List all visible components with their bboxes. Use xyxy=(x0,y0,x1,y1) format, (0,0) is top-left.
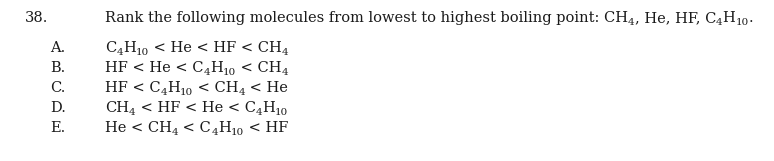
Text: Rank the following molecules from lowest to highest boiling point: CH: Rank the following molecules from lowest… xyxy=(105,11,628,25)
Text: 4: 4 xyxy=(204,68,210,77)
Text: 4: 4 xyxy=(282,68,288,77)
Text: < He: < He xyxy=(245,81,288,95)
Text: D.: D. xyxy=(50,101,66,115)
Text: He < CH: He < CH xyxy=(105,121,172,135)
Text: 4: 4 xyxy=(211,128,217,137)
Text: H: H xyxy=(217,121,231,135)
Text: 38.: 38. xyxy=(25,11,48,25)
Text: H: H xyxy=(262,101,275,115)
Text: CH: CH xyxy=(105,101,129,115)
Text: C: C xyxy=(105,41,116,55)
Text: 10: 10 xyxy=(135,48,149,57)
Text: H: H xyxy=(167,81,180,95)
Text: < CH: < CH xyxy=(236,61,282,75)
Text: C.: C. xyxy=(50,81,65,95)
Text: 4: 4 xyxy=(716,18,723,27)
Text: 4: 4 xyxy=(116,48,123,57)
Text: < He < HF < CH: < He < HF < CH xyxy=(149,41,282,55)
Text: HF < C: HF < C xyxy=(105,81,161,95)
Text: H: H xyxy=(723,11,735,25)
Text: 4: 4 xyxy=(172,128,179,137)
Text: H: H xyxy=(123,41,135,55)
Text: A.: A. xyxy=(50,41,65,55)
Text: 4: 4 xyxy=(238,88,245,97)
Text: < CH: < CH xyxy=(194,81,238,95)
Text: < HF < He < C: < HF < He < C xyxy=(135,101,255,115)
Text: 10: 10 xyxy=(180,88,194,97)
Text: 10: 10 xyxy=(231,128,244,137)
Text: 4: 4 xyxy=(255,108,262,117)
Text: 10: 10 xyxy=(275,108,288,117)
Text: B.: B. xyxy=(50,61,65,75)
Text: 4: 4 xyxy=(161,88,167,97)
Text: 4: 4 xyxy=(129,108,135,117)
Text: < C: < C xyxy=(179,121,211,135)
Text: 4: 4 xyxy=(282,48,288,57)
Text: 10: 10 xyxy=(735,18,748,27)
Text: H: H xyxy=(210,61,223,75)
Text: 4: 4 xyxy=(628,18,635,27)
Text: E.: E. xyxy=(50,121,65,135)
Text: , He, HF, C: , He, HF, C xyxy=(635,11,716,25)
Text: < HF: < HF xyxy=(244,121,288,135)
Text: HF < He < C: HF < He < C xyxy=(105,61,204,75)
Text: 10: 10 xyxy=(223,68,236,77)
Text: .: . xyxy=(748,11,753,25)
